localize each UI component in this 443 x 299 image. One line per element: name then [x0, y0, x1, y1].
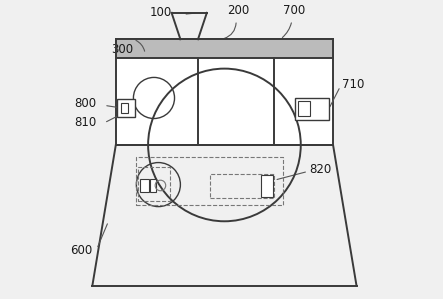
Bar: [116, 39, 333, 58]
Text: 600: 600: [70, 244, 92, 257]
Bar: [295, 98, 329, 120]
Bar: [116, 39, 333, 145]
Text: 700: 700: [283, 4, 305, 17]
Bar: [117, 100, 135, 117]
Bar: [121, 103, 128, 113]
Text: 810: 810: [74, 116, 97, 129]
Text: 200: 200: [227, 4, 249, 17]
Text: 820: 820: [310, 163, 332, 176]
Bar: [150, 179, 156, 192]
Bar: [136, 157, 283, 205]
Text: 800: 800: [74, 97, 97, 110]
Bar: [261, 175, 273, 197]
Bar: [140, 179, 149, 192]
Text: 710: 710: [342, 78, 364, 91]
Text: 100: 100: [149, 6, 171, 19]
Bar: [210, 174, 274, 198]
Text: 300: 300: [111, 43, 133, 56]
Bar: [138, 167, 170, 201]
Bar: [298, 101, 310, 116]
